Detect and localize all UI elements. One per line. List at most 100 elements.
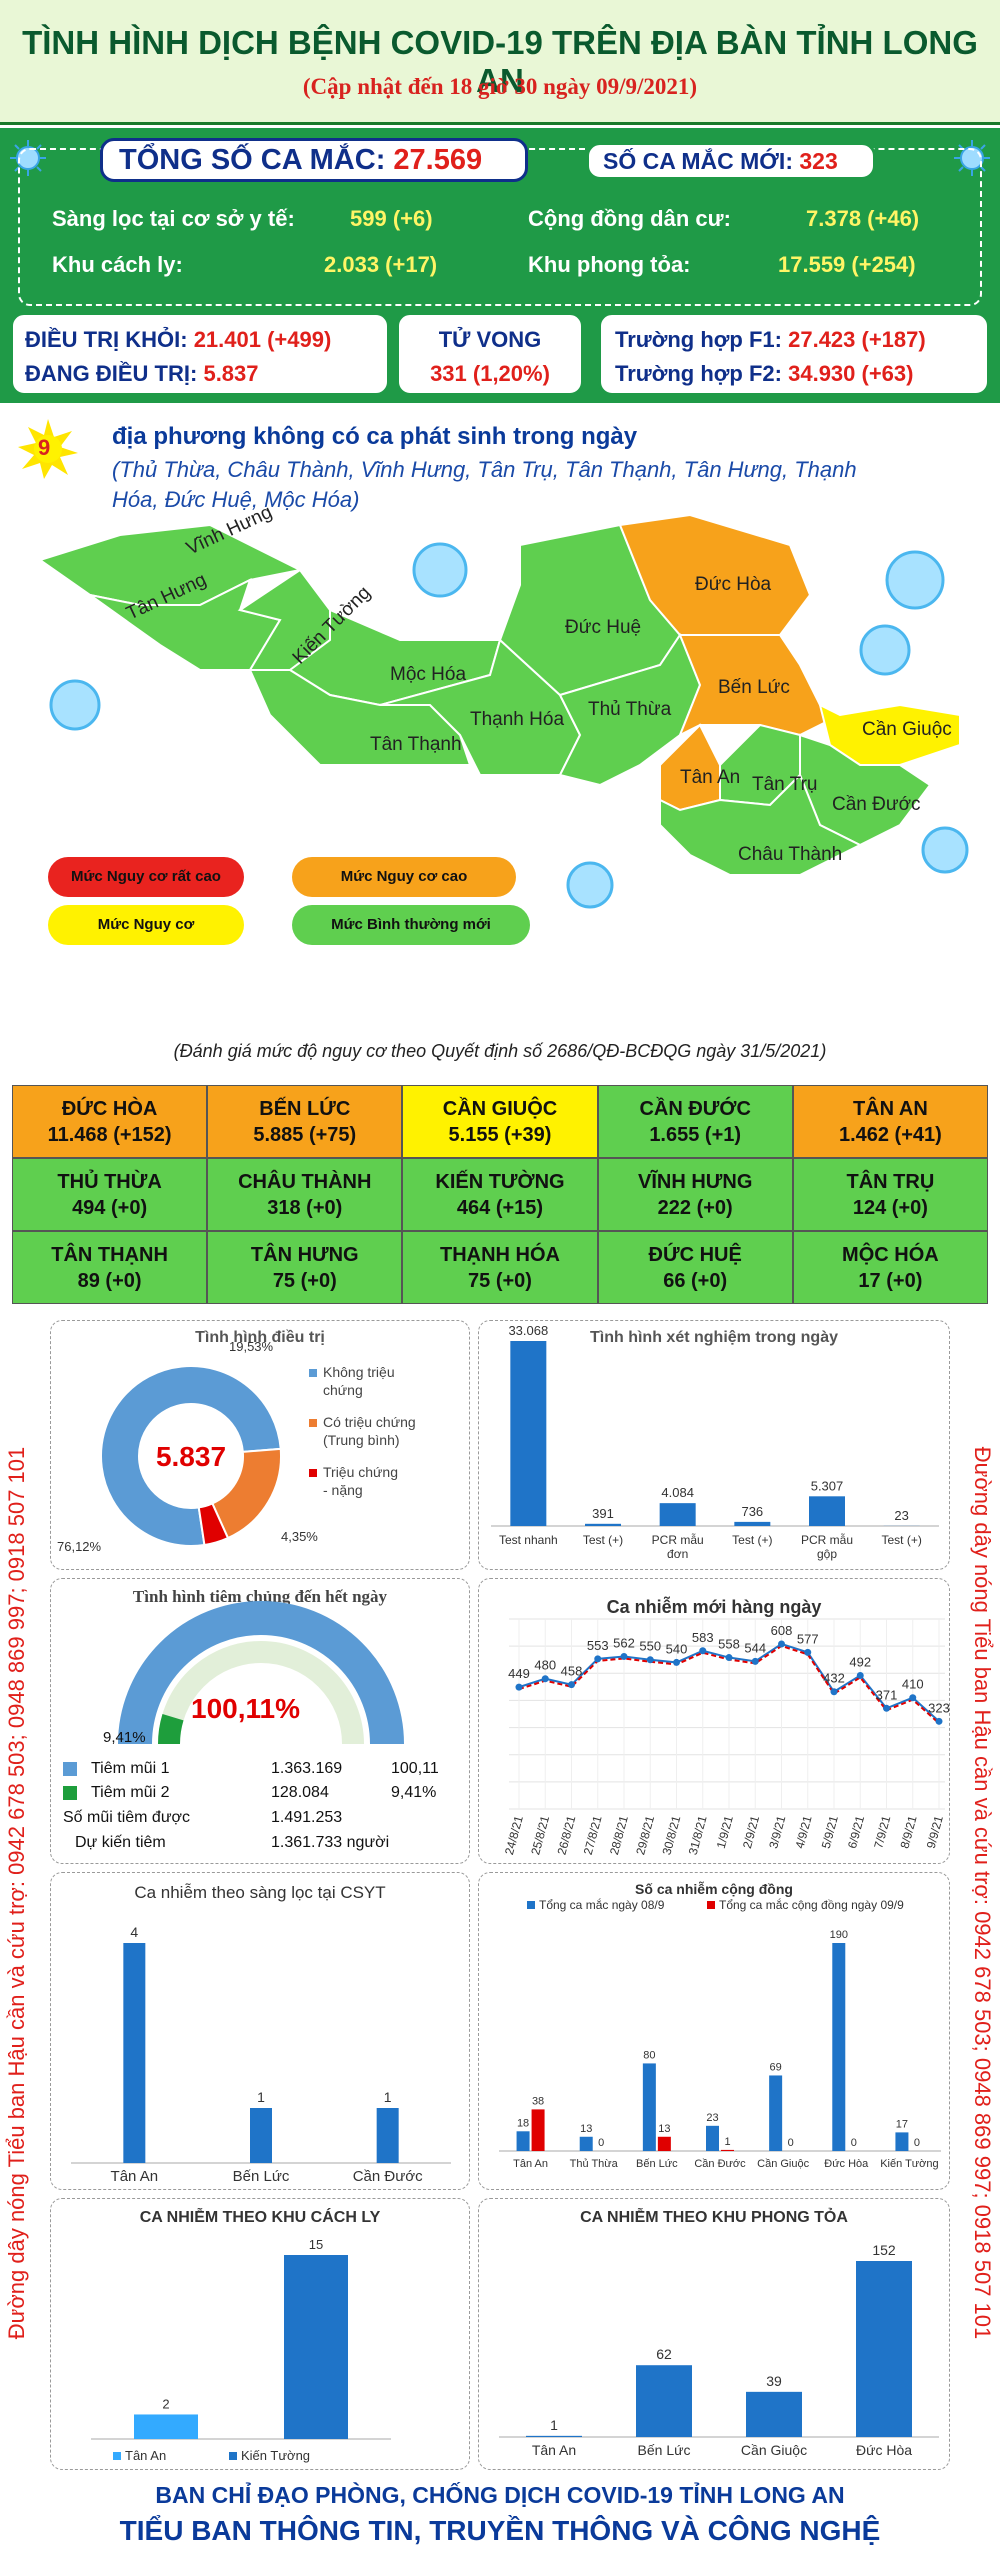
legend-label: Triệu chứng - nặng [323, 1464, 398, 1498]
new-cases-box: SỐ CA MẮC MỚI: 323 [586, 142, 876, 180]
legend-label: Không triệu chứng [323, 1364, 395, 1398]
chart-title: Số ca nhiễm cộng đồng [635, 1881, 793, 1897]
data-point [541, 1675, 549, 1683]
data-label: 371 [876, 1687, 898, 1702]
vaccine-dose2-percent: 9,41% [103, 1729, 146, 1746]
chart-title: Tình hình điều trị [195, 1329, 325, 1346]
bar [123, 1943, 146, 2163]
locality-cell: TÂN TRỤ 124 (+0) [792, 1158, 988, 1231]
total-doses-value: 1.491.253 [271, 1809, 343, 1826]
daily-cases-line-chart: 449 24/8/21 480 25/8/21 458 26/8/21 553 27/8/21… [502, 1618, 950, 1857]
x-tick-label: 25/8/21 [528, 1814, 552, 1857]
data-point [646, 1656, 654, 1664]
slice-label: 4,35% [281, 1529, 318, 1544]
zero-case-list: (Thủ Thừa, Châu Thành, Vĩnh Hưng, Tân Tr… [112, 457, 857, 512]
locality-value: 124 (+0) [852, 1197, 928, 1219]
bar-value-label: 33.068 [508, 1323, 548, 1338]
data-label: 583 [692, 1630, 714, 1645]
chart-title: Tình hình xét nghiệm trong ngày [590, 1329, 838, 1346]
f1-value: 27.423 (+187) [788, 327, 926, 352]
bar [636, 2365, 692, 2437]
x-tick-label: PCR mẫu đơn [652, 1532, 704, 1561]
x-tick-label: 7/9/21 [871, 1814, 893, 1850]
legend-medium: Mức Nguy cơ [48, 905, 244, 945]
slice-label: 76,12% [57, 1539, 102, 1554]
x-tick-label: 29/8/21 [633, 1814, 657, 1857]
bar [376, 2108, 399, 2163]
recovered-value: 21.401 (+499) [193, 327, 332, 352]
vaccine-main-percent: 100,11% [191, 1693, 300, 1724]
data-point [751, 1657, 759, 1665]
locality-cell: TÂN AN 1.462 (+41) [792, 1085, 988, 1158]
chart-title: CA NHIỄM THEO KHU PHONG TỎA [580, 2209, 848, 2226]
bar-value-label: 23 [706, 2112, 718, 2124]
data-label: 458 [561, 1664, 583, 1679]
bar [659, 1503, 696, 1526]
death-label: TỬ VONG [438, 327, 542, 352]
bar [526, 2435, 582, 2437]
data-point [935, 1717, 943, 1725]
bar [657, 2136, 671, 2151]
map-label: Đức Huệ [565, 617, 641, 638]
locality-name: THỦ THỪA [57, 1171, 162, 1193]
data-point [725, 1654, 733, 1662]
bar-value-label: 1 [550, 2417, 558, 2433]
stats-panel: TỔNG SỐ CA MẮC: 27.569 SỐ CA MẮC MỚI: 32… [0, 128, 1000, 403]
bar-value-label: 1 [724, 2136, 730, 2148]
bar-value-label: 0 [788, 2137, 794, 2149]
data-point [883, 1704, 890, 1712]
data-point [568, 1681, 575, 1689]
chart-title: Ca nhiễm mới hàng ngày [606, 1597, 822, 1617]
x-tick-label: Bến Lức [638, 2442, 691, 2458]
map-label: Mộc Hóa [390, 664, 466, 685]
hotline-text-right: Đường dây nóng Tiểu ban Hậu cần và cứu t… [970, 1446, 995, 2340]
locality-value: 222 (+0) [657, 1197, 733, 1219]
data-label: 608 [771, 1623, 793, 1638]
bar-value-label: 62 [656, 2346, 672, 2362]
legend-normal: Mức Bình thường mới [292, 905, 530, 945]
bar-value-label: 0 [851, 2137, 857, 2149]
treating-label: ĐANG ĐIỀU TRỊ: [25, 361, 198, 386]
new-cases-label: SỐ CA MẮC MỚI: [603, 148, 793, 174]
bar [706, 2125, 719, 2151]
bar [585, 1523, 621, 1526]
x-tick-label: 8/9/21 [897, 1814, 919, 1850]
testing-chart-panel: Tình hình xét nghiệm trong ngày 33.068 Te… [478, 1320, 950, 1570]
recovered-label: ĐIỀU TRỊ KHỎI: [25, 327, 188, 352]
bar [769, 2075, 783, 2151]
bar [832, 1943, 846, 2151]
x-tick-label: 1/9/21 [714, 1814, 736, 1850]
map-label: Cần Đước [832, 794, 921, 815]
legend-swatch [309, 1469, 317, 1477]
x-tick-label: Thủ Thừa [570, 2158, 619, 2170]
bar [579, 2136, 593, 2151]
bar [134, 2414, 198, 2439]
locality-value: 89 (+0) [77, 1270, 142, 1292]
lockdown-panel: CA NHIỄM THEO KHU PHONG TỎA 1 Tân An 62 Bến… [478, 2198, 950, 2470]
dose1-value: 1.363.169 [271, 1760, 343, 1777]
locality-name: ĐỨC HÒA [61, 1098, 158, 1120]
quarantine-value: 2.033 (+17) [324, 252, 438, 277]
locality-value: 1.655 (+1) [649, 1124, 742, 1146]
bar [531, 2109, 545, 2151]
legend-swatch [309, 1369, 317, 1377]
locality-cell: CẦN ĐƯỚC 1.655 (+1) [597, 1085, 793, 1158]
bar-value-label: 391 [592, 1506, 614, 1521]
dose2-swatch [63, 1786, 77, 1800]
bar [510, 1341, 547, 1526]
total-cases-box: TỔNG SỐ CA MẮC: 27.569 [100, 138, 528, 182]
risk-map-section: 9 địa phương không có ca phát sinh trong… [0, 405, 1000, 1061]
bar [250, 2108, 272, 2163]
chart-title: CA NHIỄM THEO KHU CÁCH LY [139, 2209, 381, 2226]
data-label: 449 [508, 1666, 530, 1681]
x-tick-label: Cần Giuộc [757, 2158, 809, 2170]
map-label: Cần Giuộc [862, 719, 952, 740]
data-point [856, 1671, 864, 1679]
locality-name: CHÂU THÀNH [238, 1171, 372, 1193]
locality-name: MỘC HÓA [842, 1244, 939, 1266]
data-label: 558 [718, 1637, 740, 1652]
locality-cell: CHÂU THÀNH 318 (+0) [207, 1158, 403, 1231]
page-title: TÌNH HÌNH DỊCH BỆNH COVID-19 TRÊN ĐỊA BÀ… [22, 24, 978, 99]
quarantine-label: Khu cách ly: [52, 252, 183, 277]
locality-value: 318 (+0) [267, 1197, 343, 1219]
